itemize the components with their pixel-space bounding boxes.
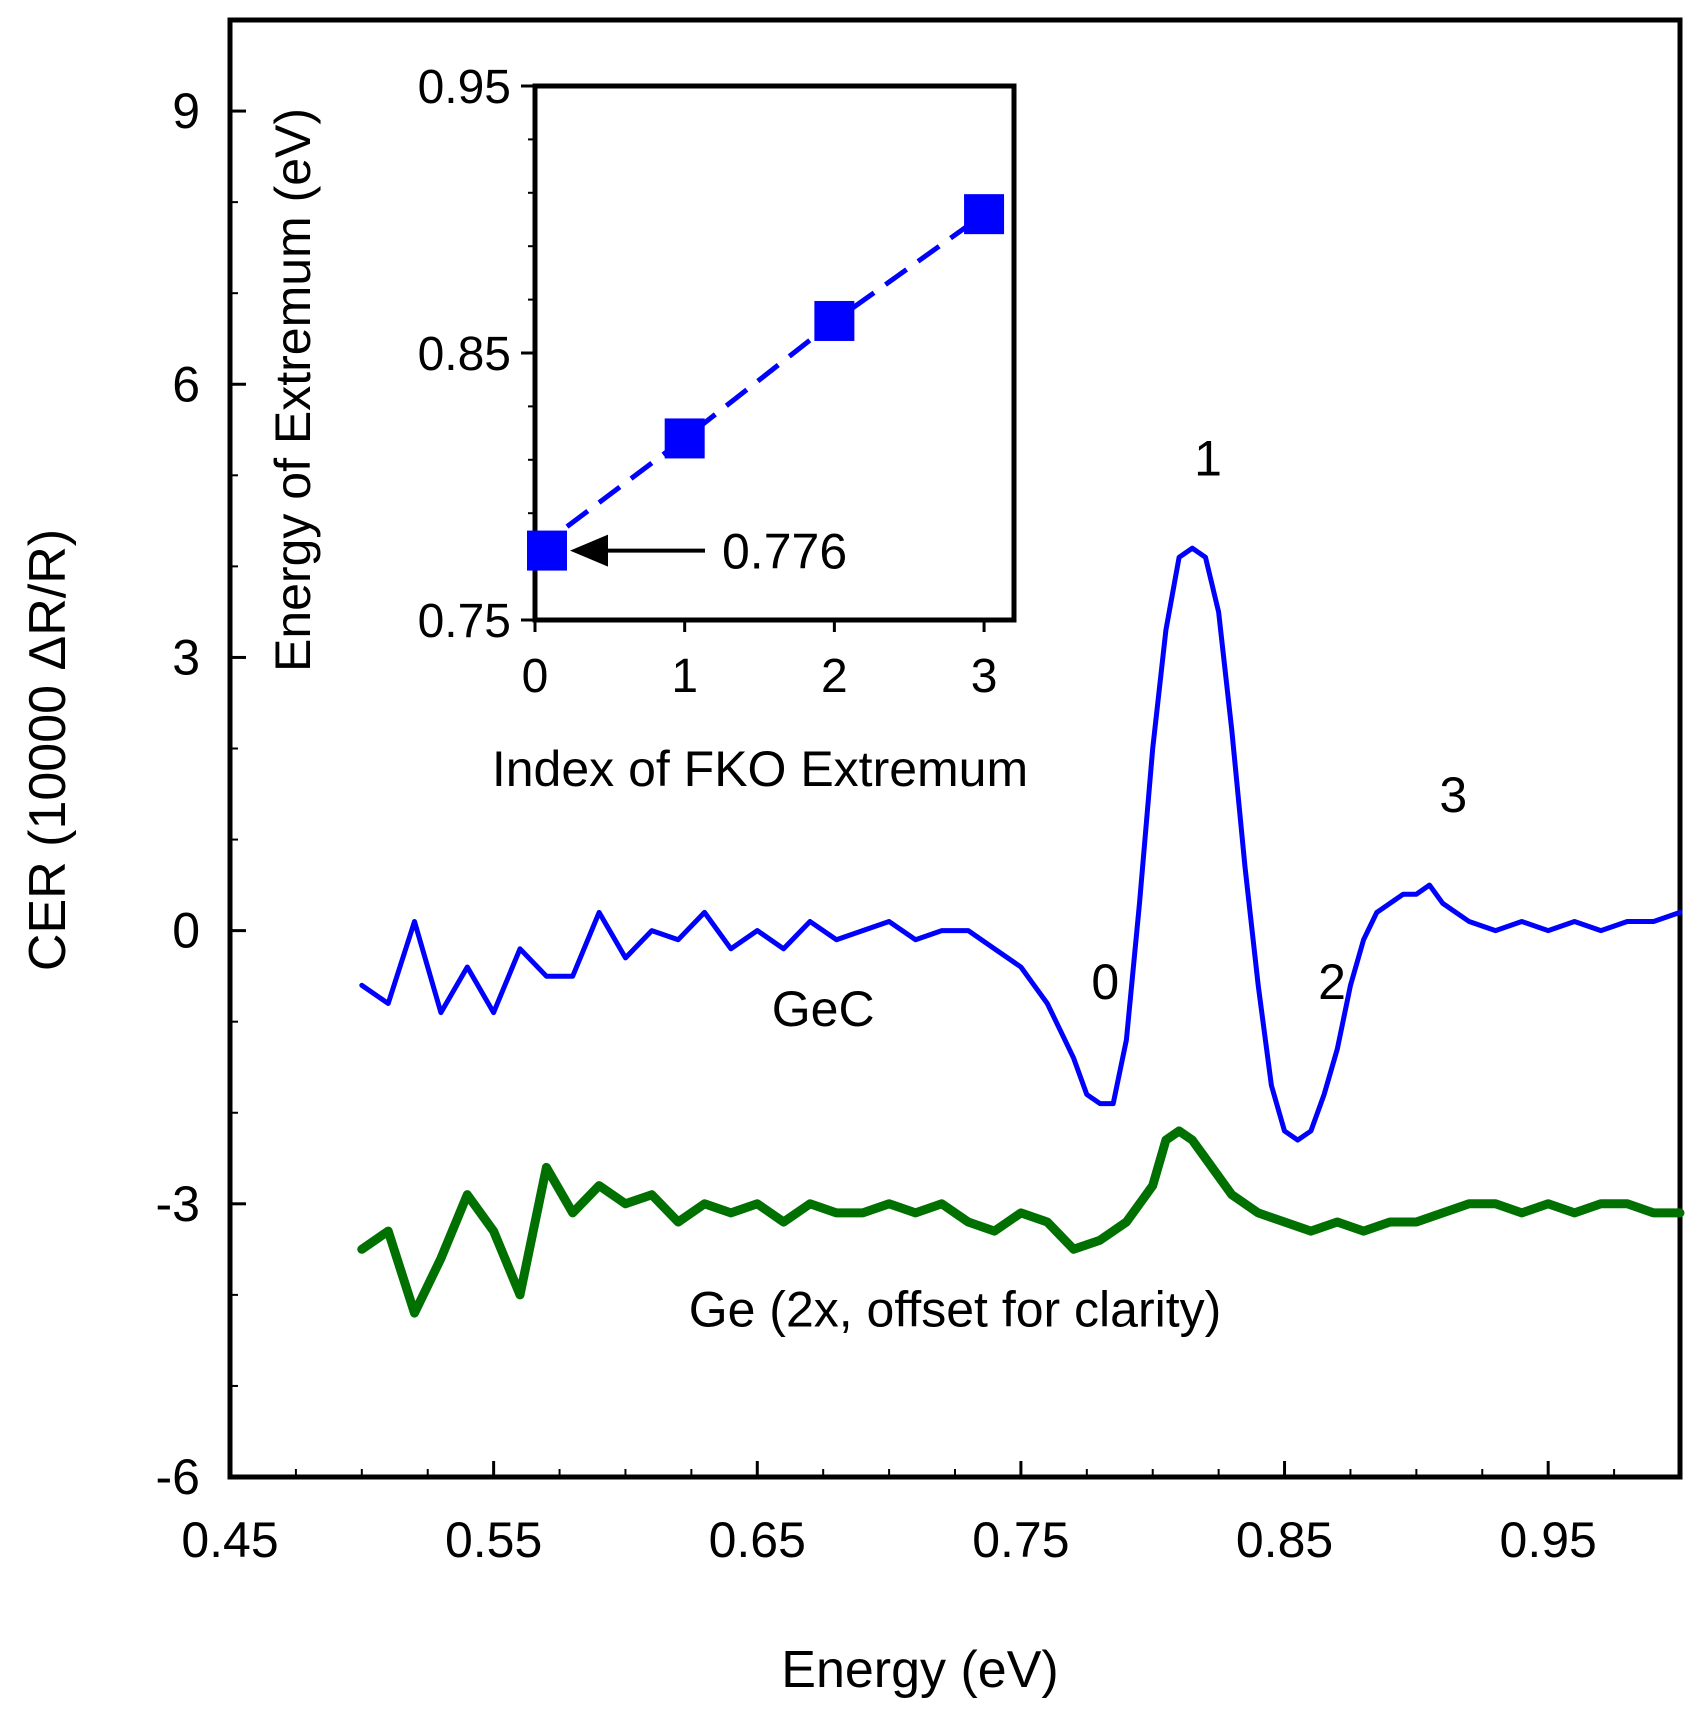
main-series-layer [357,545,1685,1318]
main-x-tick-label-5: 0.95 [1500,1512,1597,1568]
main-y-tick-label-3: 3 [172,629,200,685]
main-annotations: 0 1 2 3 GeC Ge (2x, offset for clarity) [689,430,1467,1337]
main-annotation-3: 3 [1439,767,1467,823]
main-annotation-0: 0 [1091,954,1119,1010]
main-x-tick-label-4: 0.85 [1236,1512,1333,1568]
inset-x-tick-label-3: 3 [971,650,998,703]
main-y-tick-label-2: 0 [172,903,200,959]
main-x-tick-label-0: 0.45 [181,1512,278,1568]
main-annotation-2: 2 [1318,954,1346,1010]
inset-point-1 [664,418,705,459]
main-y-tick-label-0: -6 [156,1449,200,1505]
main-plot: 0.45 0.55 0.65 0.75 0.85 0.95 -6 -3 0 3 6 9 0 1 2 3 Ge… [19,17,1685,1699]
series-line-gec [359,545,1683,1143]
inset-arrow-head [570,534,608,567]
inset-annotations: 0.776 [570,524,847,580]
main-annotation-4: GeC [772,981,875,1037]
main-x-tick-label-1: 0.55 [445,1512,542,1568]
inset-y-axis: 0.75 0.85 0.95 [418,61,535,648]
main-y-tick-label-5: 9 [172,83,200,139]
inset-annotation-0: 0.776 [722,524,847,580]
inset-y-tick-label-1: 0.85 [418,328,511,381]
main-x-tick-label-3: 0.75 [972,1512,1069,1568]
inset-plot: 0 1 2 3 0.75 0.85 0.95 0.776 Index of FKO Ext… [265,61,1028,797]
main-y-tick-label-1: -3 [156,1176,200,1232]
main-x-axis: 0.45 0.55 0.65 0.75 0.85 0.95 [181,1461,1681,1568]
inset-plot-frame [532,83,1017,623]
main-y-axis: -6 -3 0 3 6 9 [156,19,246,1505]
main-annotation-1: 1 [1194,430,1222,486]
inset-point-0 [527,530,567,571]
inset-x-tick-label-2: 2 [821,650,848,703]
main-x-axis-title: Energy (eV) [781,1641,1058,1699]
inset-point-3 [964,194,1005,235]
inset-y-tick-label-2: 0.95 [418,61,511,114]
series-line-ge [357,1126,1685,1318]
inset-y-axis-title: Energy of Extremum (eV) [265,108,321,672]
inset-series-layer [527,194,1005,571]
inset-x-tick-label-1: 1 [671,650,698,703]
inset-x-axis-title: Index of FKO Extremum [492,741,1028,797]
main-x-tick-label-2: 0.65 [709,1512,806,1568]
inset-point-2 [814,300,855,341]
inset-series-line [533,212,986,553]
main-y-axis-title: CER (10000 ΔR/R) [19,529,77,971]
main-annotation-5: Ge (2x, offset for clarity) [689,1282,1222,1338]
inset-y-tick-label-0: 0.75 [418,595,511,648]
inset-x-axis: 0 1 2 3 [522,620,998,703]
inset-x-tick-label-0: 0 [522,650,549,703]
main-y-tick-label-4: 6 [172,356,200,412]
